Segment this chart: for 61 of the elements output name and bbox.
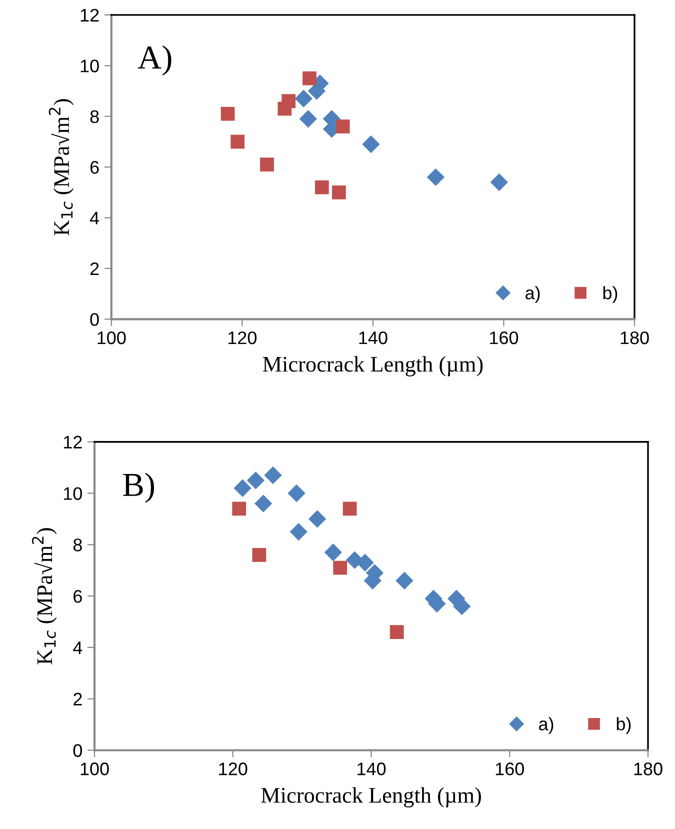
point: [288, 484, 306, 502]
y-tick-label: 0: [73, 744, 82, 757]
point: [234, 479, 252, 497]
y-tick-label: 2: [74, 692, 82, 706]
point: [252, 548, 266, 562]
x-tick-label: 120: [228, 331, 257, 344]
x-tick-label: 160: [490, 331, 518, 344]
point: [426, 168, 445, 186]
x-axis-title: Microcrack Length (µm): [262, 356, 483, 376]
annotation: B): [123, 472, 154, 503]
annotation: A): [138, 45, 172, 76]
x-tick-label: 100: [80, 762, 109, 776]
x-tick-label: 180: [634, 762, 662, 776]
point: [362, 135, 380, 154]
y-tick-label: 10: [64, 487, 82, 500]
point: [254, 494, 272, 512]
y-tick-label: 8: [73, 538, 82, 552]
point: [290, 522, 308, 541]
point: [278, 102, 292, 116]
x-tick-label: 180: [620, 331, 649, 344]
y-tick-label: 8: [90, 110, 99, 124]
point: [396, 572, 414, 590]
point: [232, 502, 246, 516]
point: [260, 158, 274, 172]
point: [246, 472, 265, 490]
x-axis-title: Microcrack Length (µm): [261, 787, 481, 808]
legend-label: b): [603, 286, 618, 303]
point: [314, 180, 329, 194]
y-axis-title: K$_{1c}$ (MPa√m$^{2}$): [48, 99, 74, 236]
y-tick-label: 0: [90, 313, 99, 326]
x-tick-label: 160: [496, 762, 524, 776]
x-tick-label: 120: [219, 762, 248, 776]
legend-label: a): [539, 717, 554, 734]
y-tick-label: 12: [64, 436, 82, 448]
point: [342, 502, 357, 516]
y-tick-label: 4: [90, 212, 100, 224]
point: [294, 90, 312, 108]
point: [299, 110, 318, 128]
point: [302, 71, 316, 86]
point: [332, 185, 346, 200]
legend-label: a): [526, 286, 540, 303]
legend-label: b): [616, 717, 631, 734]
y-tick-label: 6: [74, 590, 82, 603]
y-tick-label: 6: [90, 160, 99, 174]
point: [230, 134, 245, 149]
point: [336, 120, 350, 134]
point: [390, 625, 404, 639]
y-tick-label: 2: [90, 262, 99, 275]
y-tick-label: 12: [80, 8, 99, 22]
y-axis-title: K$_{1c}$ (MPa√m$^{2}$): [32, 528, 57, 664]
point: [264, 466, 282, 484]
y-tick-label: 10: [80, 60, 99, 72]
point: [333, 560, 348, 575]
y-tick-label: 4: [73, 642, 82, 654]
point: [490, 173, 508, 192]
x-tick-label: 140: [358, 762, 386, 776]
point: [220, 106, 235, 121]
point: [324, 544, 342, 562]
point: [308, 510, 326, 528]
x-tick-label: 140: [359, 331, 388, 344]
x-tick-label: 100: [98, 331, 126, 344]
